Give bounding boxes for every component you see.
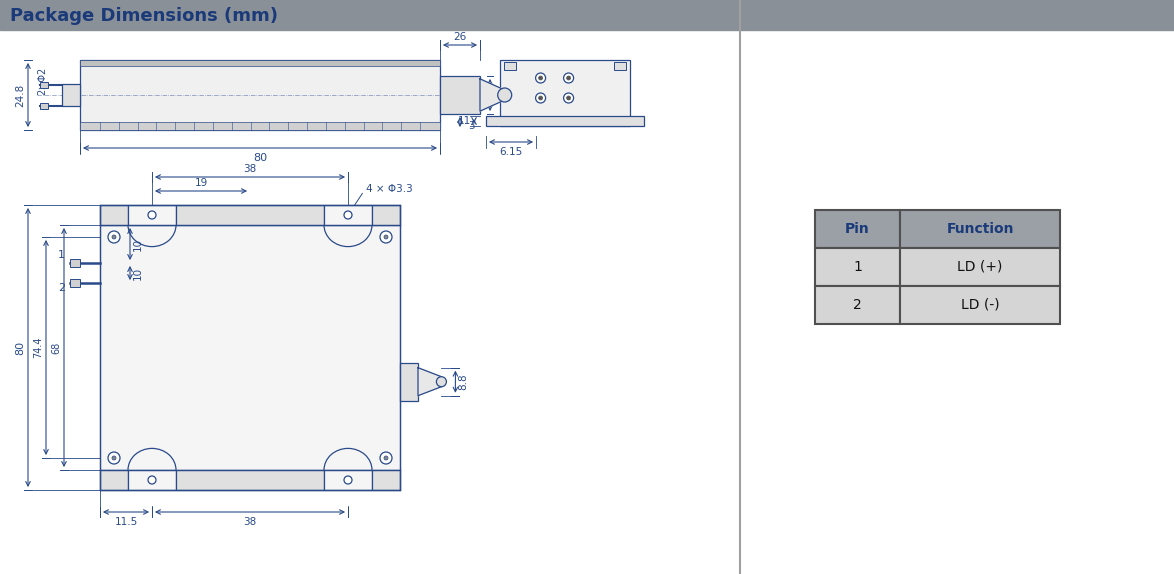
Bar <box>128 470 176 490</box>
Bar <box>372 470 400 490</box>
Bar <box>128 205 176 225</box>
Circle shape <box>108 231 120 243</box>
Text: 2: 2 <box>853 298 862 312</box>
Bar <box>80 60 440 66</box>
Text: 38: 38 <box>243 517 257 527</box>
Text: 6.15: 6.15 <box>499 147 522 157</box>
Text: 1: 1 <box>58 250 65 260</box>
Circle shape <box>380 231 392 243</box>
Text: 13.1: 13.1 <box>497 90 520 100</box>
Text: Function: Function <box>946 222 1014 236</box>
Circle shape <box>112 235 116 239</box>
Bar <box>100 205 128 225</box>
Text: 3: 3 <box>468 121 474 131</box>
Text: 38: 38 <box>243 164 257 174</box>
Circle shape <box>108 452 120 464</box>
Text: 80: 80 <box>252 153 266 163</box>
Bar <box>815 248 900 286</box>
Bar <box>900 210 1060 248</box>
Bar <box>440 76 480 114</box>
Text: LD (+): LD (+) <box>957 260 1003 274</box>
Bar <box>62 84 80 106</box>
Text: 1: 1 <box>853 260 862 274</box>
Bar <box>324 205 372 225</box>
Circle shape <box>567 76 571 80</box>
Text: Pin: Pin <box>845 222 870 236</box>
Text: 4 × Φ3.3: 4 × Φ3.3 <box>366 184 413 194</box>
Text: 74.4: 74.4 <box>33 337 43 358</box>
Bar <box>815 286 900 324</box>
Text: 8.8: 8.8 <box>458 374 468 390</box>
Bar <box>324 470 372 490</box>
Bar <box>176 470 324 490</box>
Bar <box>70 259 80 267</box>
Bar <box>614 62 626 70</box>
Bar <box>400 363 418 401</box>
Circle shape <box>498 88 512 102</box>
Text: 2×Φ2: 2×Φ2 <box>38 67 47 95</box>
Bar <box>100 470 128 490</box>
Bar <box>815 210 900 248</box>
Circle shape <box>148 476 156 484</box>
Text: 11.5: 11.5 <box>114 517 137 527</box>
Circle shape <box>380 452 392 464</box>
Text: 24.8: 24.8 <box>15 83 25 107</box>
Text: 80: 80 <box>15 340 25 355</box>
Circle shape <box>535 93 546 103</box>
Circle shape <box>384 235 387 239</box>
Bar <box>486 116 645 126</box>
Text: 10: 10 <box>133 266 143 280</box>
Text: Φ7.4: Φ7.4 <box>522 66 533 91</box>
Circle shape <box>539 76 542 80</box>
Circle shape <box>344 211 352 219</box>
Bar <box>70 279 80 287</box>
Circle shape <box>535 73 546 83</box>
Text: LD (-): LD (-) <box>960 298 999 312</box>
Text: 11: 11 <box>458 116 471 126</box>
Circle shape <box>148 211 156 219</box>
Text: 10: 10 <box>133 238 143 251</box>
Bar <box>504 62 517 70</box>
Circle shape <box>564 73 574 83</box>
Bar <box>40 82 48 87</box>
Bar <box>100 225 400 470</box>
Polygon shape <box>480 79 505 111</box>
Text: Package Dimensions (mm): Package Dimensions (mm) <box>11 7 278 25</box>
Circle shape <box>567 96 571 100</box>
Bar <box>80 60 440 130</box>
Bar <box>40 103 48 108</box>
Text: 26: 26 <box>453 32 466 42</box>
Bar <box>500 60 630 126</box>
Circle shape <box>344 476 352 484</box>
Bar <box>900 248 1060 286</box>
Bar <box>100 205 400 490</box>
Bar <box>176 205 324 225</box>
Circle shape <box>112 456 116 460</box>
Polygon shape <box>418 368 441 395</box>
Text: 68: 68 <box>50 342 61 354</box>
Circle shape <box>437 377 446 387</box>
Bar <box>900 286 1060 324</box>
Bar <box>80 122 440 130</box>
Circle shape <box>384 456 387 460</box>
Text: 19: 19 <box>195 178 208 188</box>
Bar <box>372 205 400 225</box>
Text: 2: 2 <box>58 283 65 293</box>
Circle shape <box>564 93 574 103</box>
Bar <box>0 0 1174 30</box>
Circle shape <box>539 96 542 100</box>
